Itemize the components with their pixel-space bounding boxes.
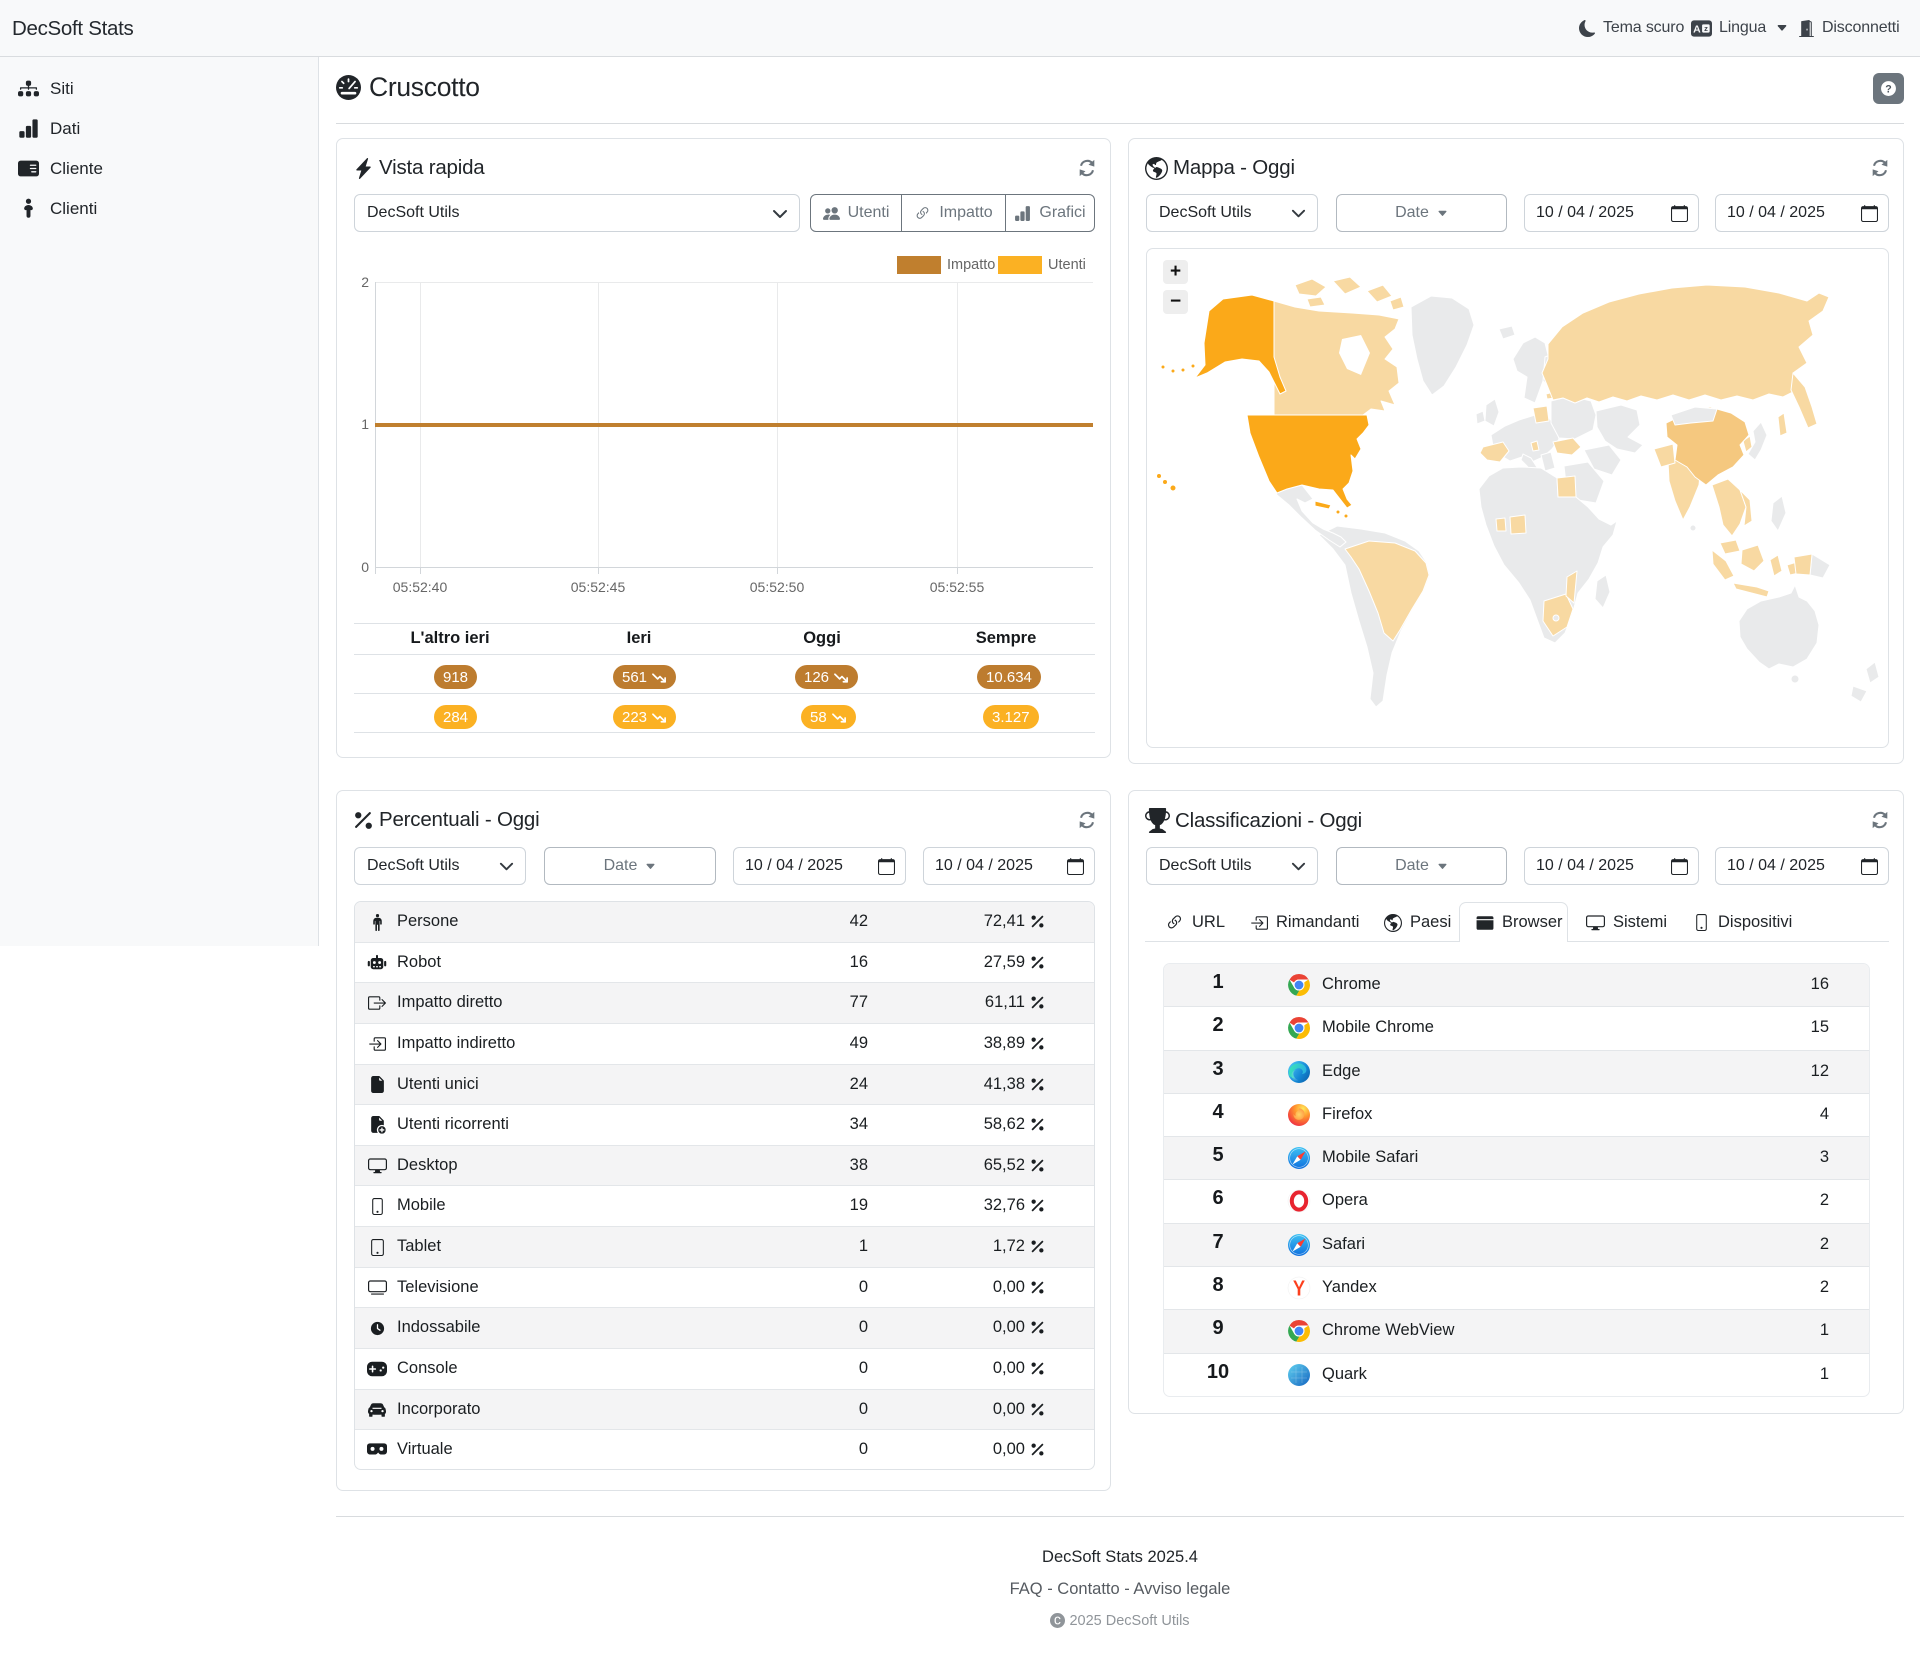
svg-text:A: A bbox=[1693, 23, 1701, 35]
svg-text:?: ? bbox=[1885, 83, 1891, 95]
svg-text:z: z bbox=[1704, 24, 1708, 33]
